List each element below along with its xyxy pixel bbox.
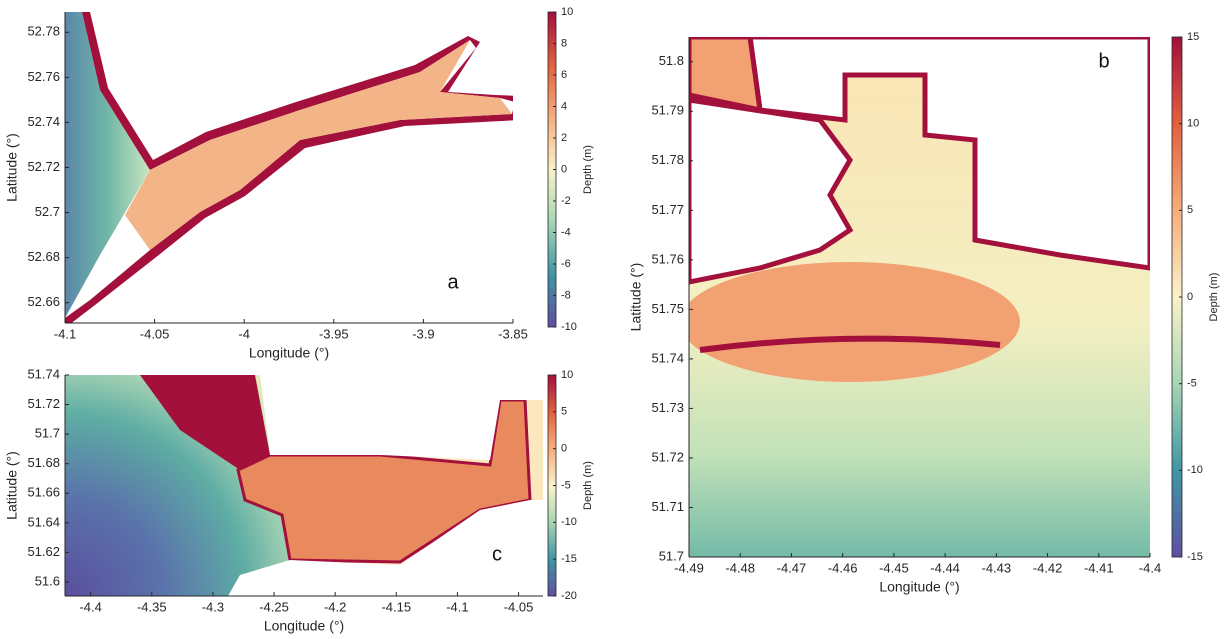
colorbar-tick-label: 0 xyxy=(1187,291,1193,303)
y-tick-label: 51.68 xyxy=(27,455,60,470)
y-tick-label: 51.7 xyxy=(659,548,684,563)
colorbar-tick-label: 4 xyxy=(561,100,567,112)
colorbar-tick-label: -5 xyxy=(1187,378,1197,390)
y-tick-label: 51.71 xyxy=(651,499,684,514)
y-tick-label: 52.7 xyxy=(35,204,60,219)
x-tick-label: -4.05 xyxy=(140,326,170,341)
y-tick-label: 52.66 xyxy=(27,294,60,309)
colorbar-tick-label: -20 xyxy=(561,590,577,602)
y-tick-label: 51.72 xyxy=(651,449,684,464)
x-tick-label: -4.05 xyxy=(504,599,534,614)
x-axis-label: Longitude (°) xyxy=(249,345,329,361)
x-axis-label: Longitude (°) xyxy=(879,579,959,595)
x-tick-label: -3.95 xyxy=(319,326,349,341)
x-tick-label: -4 xyxy=(238,326,250,341)
x-tick-label: -4.2 xyxy=(324,599,346,614)
y-tick-label: 52.76 xyxy=(27,69,60,84)
x-tick-label: -3.85 xyxy=(498,326,528,341)
y-tick-label: 52.74 xyxy=(27,114,60,129)
y-tick-label: 51.64 xyxy=(27,514,60,529)
x-tick-label: -4.35 xyxy=(137,599,167,614)
y-tick-label: 51.7 xyxy=(35,426,60,441)
y-tick-label: 52.78 xyxy=(27,24,60,39)
x-tick-label: -4.43 xyxy=(982,560,1012,575)
colorbar-tick-label: -5 xyxy=(561,479,571,491)
y-axis-label: Latitude (°) xyxy=(628,263,644,332)
y-tick-label: 51.75 xyxy=(651,301,684,316)
x-tick-label: -4.1 xyxy=(54,326,76,341)
x-tick-label: -4.46 xyxy=(828,560,858,575)
colorbar-tick-label: 2 xyxy=(561,132,567,144)
x-tick-label: -4.42 xyxy=(1033,560,1063,575)
y-tick-label: 51.62 xyxy=(27,544,60,559)
colorbar-tick-label: -8 xyxy=(561,289,571,301)
x-tick-label: -4.48 xyxy=(725,560,755,575)
y-axis-label: Latitude (°) xyxy=(4,451,20,520)
map-b xyxy=(689,37,1150,557)
panel-label: a xyxy=(447,271,459,293)
colorbar-tick-label: 0 xyxy=(561,163,567,175)
colorbar-tick-label: -10 xyxy=(561,321,577,333)
y-tick-label: 51.74 xyxy=(27,366,60,381)
panel-label: b xyxy=(1098,50,1109,72)
map-c xyxy=(65,375,543,596)
y-tick-label: 51.76 xyxy=(651,251,684,266)
y-tick-label: 52.68 xyxy=(27,249,60,264)
x-tick-label: -4.44 xyxy=(930,560,960,575)
colorbar-tick-label: 8 xyxy=(561,37,567,49)
x-tick-label: -3.9 xyxy=(412,326,434,341)
x-tick-label: -4.47 xyxy=(777,560,807,575)
y-tick-label: 51.74 xyxy=(651,350,684,365)
colorbar-tick-label: -10 xyxy=(1187,464,1203,476)
map-a xyxy=(65,12,513,323)
colorbar-tick-label: -10 xyxy=(561,516,577,528)
y-tick-label: 51.73 xyxy=(651,400,684,415)
x-tick-label: -4.45 xyxy=(879,560,909,575)
x-tick-label: -4.41 xyxy=(1084,560,1114,575)
y-tick-label: 51.66 xyxy=(27,485,60,500)
y-axis-label: Latitude (°) xyxy=(4,133,20,202)
x-tick-label: -4.4 xyxy=(1139,560,1161,575)
x-tick-label: -4.15 xyxy=(381,599,411,614)
y-tick-label: 51.78 xyxy=(651,152,684,167)
colorbar-tick-label: -4 xyxy=(561,226,571,238)
colorbar-tick-label: 0 xyxy=(561,443,567,455)
colorbar-tick-label: 5 xyxy=(1187,204,1193,216)
y-tick-label: 52.72 xyxy=(27,159,60,174)
colorbar-label: Depth (m) xyxy=(1208,273,1220,322)
colorbar-label: Depth (m) xyxy=(582,461,594,510)
y-tick-label: 51.6 xyxy=(35,573,60,588)
colorbar-tick-label: -6 xyxy=(561,258,571,270)
panel-label: c xyxy=(492,543,502,565)
colorbar-tick-label: -2 xyxy=(561,195,571,207)
x-axis-label: Longitude (°) xyxy=(264,618,344,634)
colorbar-tick-label: -15 xyxy=(561,553,577,565)
colorbar-tick-label: 5 xyxy=(561,406,567,418)
colorbar-tick-label: 15 xyxy=(1187,31,1199,43)
colorbar-tick-label: 6 xyxy=(561,69,567,81)
colorbar-tick-label: 10 xyxy=(561,369,573,381)
y-tick-label: 51.79 xyxy=(651,103,684,118)
y-tick-label: 51.8 xyxy=(659,53,684,68)
x-tick-label: -4.3 xyxy=(202,599,224,614)
x-tick-label: -4.4 xyxy=(79,599,101,614)
colorbar-tick-label: -15 xyxy=(1187,551,1203,563)
colorbar-label: Depth (m) xyxy=(582,145,594,194)
colorbar-tick-label: 10 xyxy=(1187,118,1199,130)
x-tick-label: -4.1 xyxy=(446,599,468,614)
y-tick-label: 51.77 xyxy=(651,202,684,217)
x-tick-label: -4.25 xyxy=(259,599,289,614)
x-tick-label: -4.49 xyxy=(674,560,704,575)
y-tick-label: 51.72 xyxy=(27,396,60,411)
colorbar-tick-label: 10 xyxy=(561,6,573,18)
